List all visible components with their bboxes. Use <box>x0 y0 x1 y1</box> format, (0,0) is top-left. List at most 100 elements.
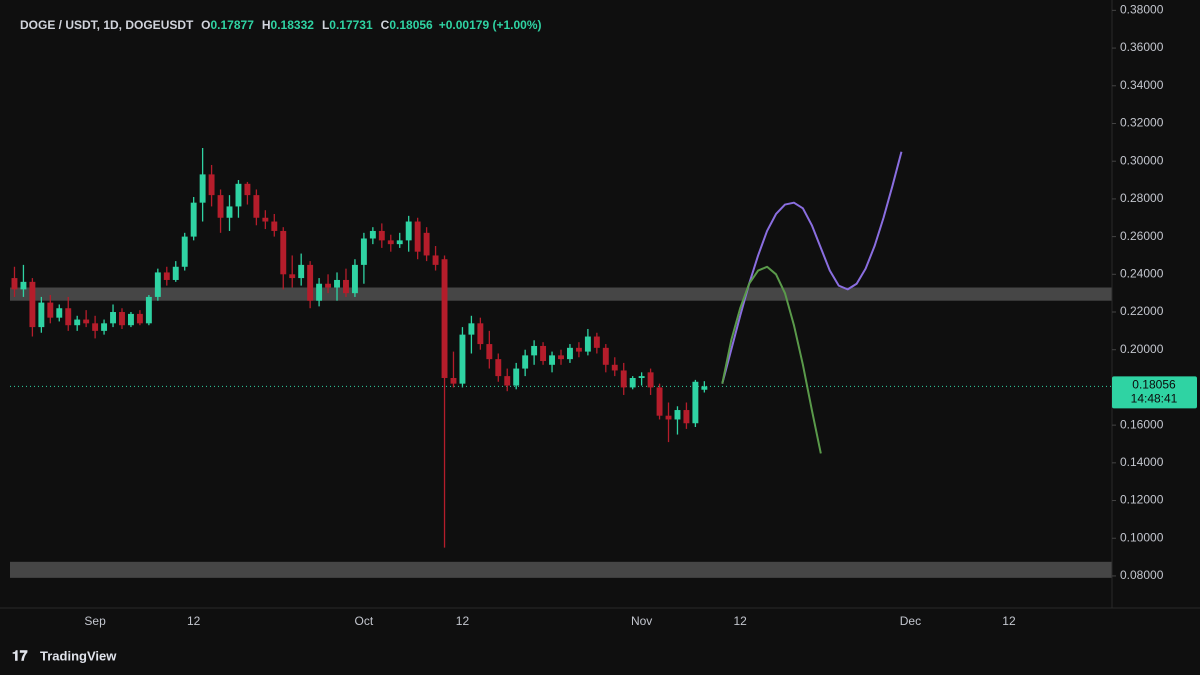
candle-body <box>316 283 323 301</box>
candle-body <box>11 278 18 290</box>
y-tick-label: 0.34000 <box>1120 78 1164 92</box>
candle-body <box>369 230 376 239</box>
candle-body <box>683 410 690 424</box>
change: +0.00179 (+1.00%) <box>439 18 542 32</box>
candle-body <box>531 345 538 356</box>
price-tag-countdown: 14:48:41 <box>1131 392 1178 406</box>
candle-body <box>145 296 152 324</box>
brand: 𝟏𝟕 TradingView <box>12 648 117 664</box>
candle-body <box>244 183 251 196</box>
candle-body <box>584 336 591 352</box>
candle-body <box>459 334 466 384</box>
y-tick-label: 0.32000 <box>1120 116 1164 130</box>
candle-body <box>396 240 403 245</box>
symbol: DOGE / USDT, 1D, DOGEUSDT <box>20 18 194 32</box>
candle-body <box>181 236 188 267</box>
candle-body <box>423 232 430 256</box>
candle-body <box>477 323 484 345</box>
candle-body <box>441 259 448 378</box>
candle-body <box>136 313 143 324</box>
candle-body <box>65 308 72 326</box>
candle-body <box>56 308 63 318</box>
y-tick-label: 0.16000 <box>1120 417 1164 431</box>
candle-body <box>504 376 511 386</box>
candle-body <box>620 370 627 388</box>
y-tick-label: 0.24000 <box>1120 266 1164 280</box>
candle-body <box>172 266 179 280</box>
candle-body <box>163 272 170 280</box>
candle-body <box>38 302 45 328</box>
candle-body <box>692 381 699 424</box>
y-tick-label: 0.30000 <box>1120 153 1164 167</box>
x-tick-label: Oct <box>355 614 374 628</box>
candle-body <box>289 274 296 279</box>
candle-body <box>513 368 520 386</box>
y-tick-label: 0.28000 <box>1120 191 1164 205</box>
candle-body <box>217 195 224 218</box>
ohlc-value: 0.17877 <box>210 18 254 32</box>
candle-body <box>701 386 708 390</box>
candle-body <box>119 312 125 326</box>
candle-body <box>495 359 502 377</box>
candle-body <box>343 279 349 294</box>
candle-body <box>29 281 36 328</box>
candle-body <box>47 302 54 318</box>
y-tick-label: 0.14000 <box>1120 455 1164 469</box>
candle-body <box>378 230 385 241</box>
candle-body <box>593 336 600 348</box>
candle-body <box>253 195 260 218</box>
candle-body <box>110 312 116 324</box>
y-tick-label: 0.10000 <box>1120 530 1164 544</box>
ohlc-value: 0.18056 <box>389 18 433 32</box>
candle-body <box>154 272 161 297</box>
candle-body <box>540 345 547 362</box>
y-tick-label: 0.20000 <box>1120 342 1164 356</box>
candle-body <box>575 347 582 352</box>
candle-body <box>101 323 108 331</box>
candle-body <box>92 323 99 331</box>
candle-body <box>235 183 242 207</box>
x-tick-label: Dec <box>900 614 921 628</box>
ohlc-value: 0.17731 <box>329 18 373 32</box>
plot-area <box>10 147 1112 578</box>
y-tick-label: 0.38000 <box>1120 3 1164 17</box>
candle-body <box>486 344 493 360</box>
candle-body <box>629 377 636 388</box>
candle-body <box>83 319 90 324</box>
price-tag <box>1112 376 1197 409</box>
zone <box>10 287 1112 301</box>
candle-body <box>674 410 681 420</box>
candle-body <box>414 221 421 252</box>
candle-body <box>271 221 278 231</box>
x-tick-label: Sep <box>84 614 106 628</box>
candle-body <box>74 319 81 326</box>
x-tick-label: 12 <box>456 614 470 628</box>
ohlc-value: 0.18332 <box>271 18 315 32</box>
candle-body <box>280 230 287 275</box>
x-tick-label: Nov <box>631 614 652 628</box>
chart-header: DOGE / USDT, 1D, DOGEUSDT O0.17877 H0.1833… <box>20 18 541 32</box>
candle-body <box>20 281 27 290</box>
candle-body <box>307 264 314 301</box>
x-tick-label: 12 <box>734 614 748 628</box>
candle-body <box>522 355 529 369</box>
y-tick-label: 0.26000 <box>1120 229 1164 243</box>
candle-body <box>298 264 305 279</box>
ohlc-label: O <box>201 18 210 32</box>
candle-body <box>432 255 439 265</box>
x-tick-label: 12 <box>187 614 201 628</box>
candle-body <box>602 347 609 365</box>
candle-body <box>567 347 573 360</box>
ohlc-label: H <box>262 18 271 32</box>
candle-body <box>334 279 340 288</box>
candle-body <box>190 202 197 237</box>
y-tick-label: 0.08000 <box>1120 568 1164 582</box>
y-tick-label: 0.22000 <box>1120 304 1164 318</box>
x-tick-label: 12 <box>1002 614 1016 628</box>
y-tick-label: 0.12000 <box>1120 493 1164 507</box>
ohlc-label: C <box>381 18 390 32</box>
candle-body <box>226 206 233 218</box>
price-tag-value: 0.18056 <box>1132 378 1176 392</box>
